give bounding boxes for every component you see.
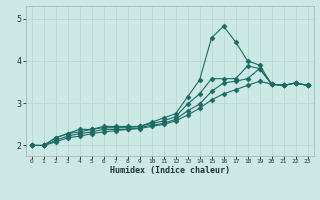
- X-axis label: Humidex (Indice chaleur): Humidex (Indice chaleur): [109, 166, 230, 175]
